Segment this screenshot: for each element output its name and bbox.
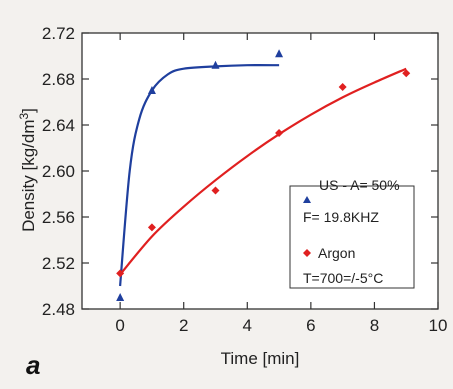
point-1-3 (275, 129, 284, 138)
legend-label-us: US - A= 50% (319, 177, 400, 193)
point-1-1 (147, 223, 156, 232)
point-1-4 (338, 83, 347, 92)
y-tick-label-4: 2.64 (42, 116, 75, 135)
legend-marker-diamond (303, 249, 311, 257)
point-0-1 (147, 86, 156, 94)
legend-label-temp: T=700=/-5°C (303, 270, 383, 286)
legend-label-argon: Argon (318, 245, 355, 261)
fit-curve-0 (119, 64, 280, 287)
data-points (116, 49, 411, 301)
y-tick-label-1: 2.52 (42, 254, 75, 273)
y-axis-title: Density [kg/dm3] (17, 108, 38, 232)
panel-label: a (26, 350, 40, 380)
point-0-0 (116, 293, 125, 301)
x-tick-label-4: 8 (370, 316, 379, 335)
x-axis-title: Time [min] (221, 349, 300, 368)
y-tick-label-6: 2.72 (42, 24, 75, 43)
x-tick-label-5: 10 (429, 316, 448, 335)
x-tick-label-0: 0 (115, 316, 124, 335)
axis-ticks: 0 2 4 6 8 10 2.48 2.52 2.56 2.60 2.64 2.68 2.72 (42, 24, 448, 335)
x-tick-label-1: 2 (179, 316, 188, 335)
legend-marker-triangle (303, 196, 311, 203)
point-1-2 (211, 186, 220, 195)
point-1-0 (116, 269, 125, 278)
y-tick-label-0: 2.48 (42, 300, 75, 319)
point-1-5 (402, 69, 411, 78)
legend: US - A= 50% F= 19.8KHZ Argon T=700=/-5°C (289, 177, 415, 289)
point-0-2 (211, 60, 220, 69)
fit-curves (119, 64, 407, 287)
point-0-3 (275, 49, 284, 58)
legend-label-freq: F= 19.8KHZ (303, 209, 379, 225)
x-tick-label-2: 4 (243, 316, 252, 335)
fit-curve-1 (119, 67, 407, 276)
y-tick-label-5: 2.68 (42, 70, 75, 89)
y-tick-label-3: 2.60 (42, 162, 75, 181)
x-tick-label-3: 6 (306, 316, 315, 335)
y-tick-label-2: 2.56 (42, 208, 75, 227)
